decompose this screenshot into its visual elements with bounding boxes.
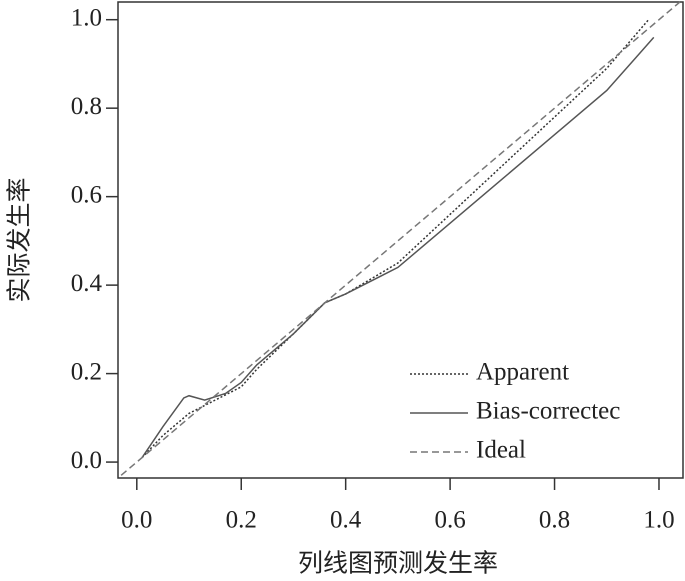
x-tick-label: 0.8 <box>539 507 570 534</box>
plot-frame <box>117 1 684 479</box>
x-axis-label: 列线图预测发生率 <box>298 550 498 578</box>
legend-label: Bias-correctec <box>476 398 620 425</box>
x-tick-label: 0.6 <box>434 507 465 534</box>
x-tick-label: 0.2 <box>226 507 257 534</box>
y-axis-label: 实际发生率 <box>6 177 34 302</box>
series-line <box>120 1 681 476</box>
series-line <box>141 19 650 459</box>
y-tick-label: 0.4 <box>71 270 103 297</box>
y-tick-label: 0.0 <box>71 447 102 474</box>
x-tick-label: 0.4 <box>330 507 362 534</box>
y-tick-label: 0.2 <box>71 358 102 385</box>
legend-label: Ideal <box>476 437 526 464</box>
series-line <box>141 36 655 459</box>
x-tick-label: 0.0 <box>121 507 152 534</box>
x-tick-label: 1.0 <box>643 507 674 534</box>
y-tick-label: 0.8 <box>71 93 102 120</box>
y-tick-label: 1.0 <box>71 4 102 31</box>
legend-label: Apparent <box>476 359 569 386</box>
y-tick-label: 0.6 <box>71 181 102 208</box>
